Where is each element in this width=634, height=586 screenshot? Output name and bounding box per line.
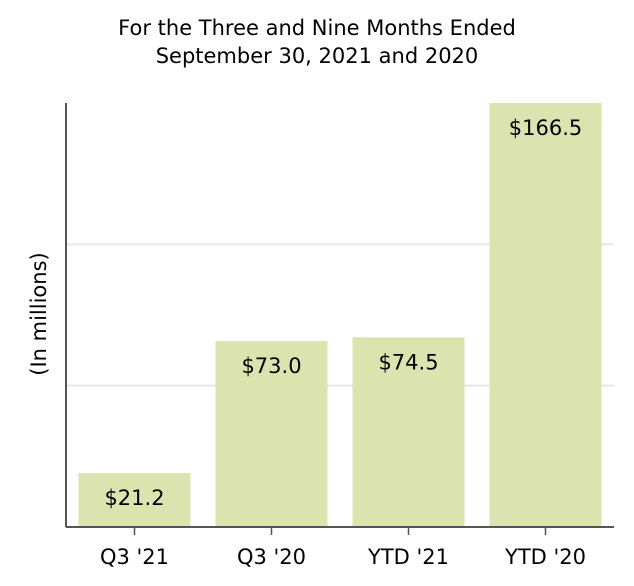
chart-subtitle: September 30, 2021 and 2020 [155,44,479,68]
bar-3 [352,337,465,527]
data-labels: $21.2 $73.0 $74.5 $166.5 [104,116,582,510]
x-tick-label-1: Q3 '21 [100,545,169,569]
data-label-2: $73.0 [241,354,301,378]
x-tick-label-3: YTD '21 [367,545,449,569]
x-tick-label-2: Q3 '20 [237,545,306,569]
data-label-1: $21.2 [104,486,164,510]
bar-1 [78,473,191,527]
bars [78,103,602,527]
data-label-3: $74.5 [378,350,438,374]
x-tick-labels: Q3 '21 Q3 '20 YTD '21 YTD '20 [100,545,586,569]
chart-title: For the Three and Nine Months Ended [118,16,516,40]
x-ticks [133,527,547,535]
bar-2 [215,341,328,527]
data-label-4: $166.5 [509,116,582,140]
bar-4 [489,103,602,527]
y-axis-label: (In millions) [27,252,51,375]
x-tick-label-4: YTD '20 [504,545,586,569]
